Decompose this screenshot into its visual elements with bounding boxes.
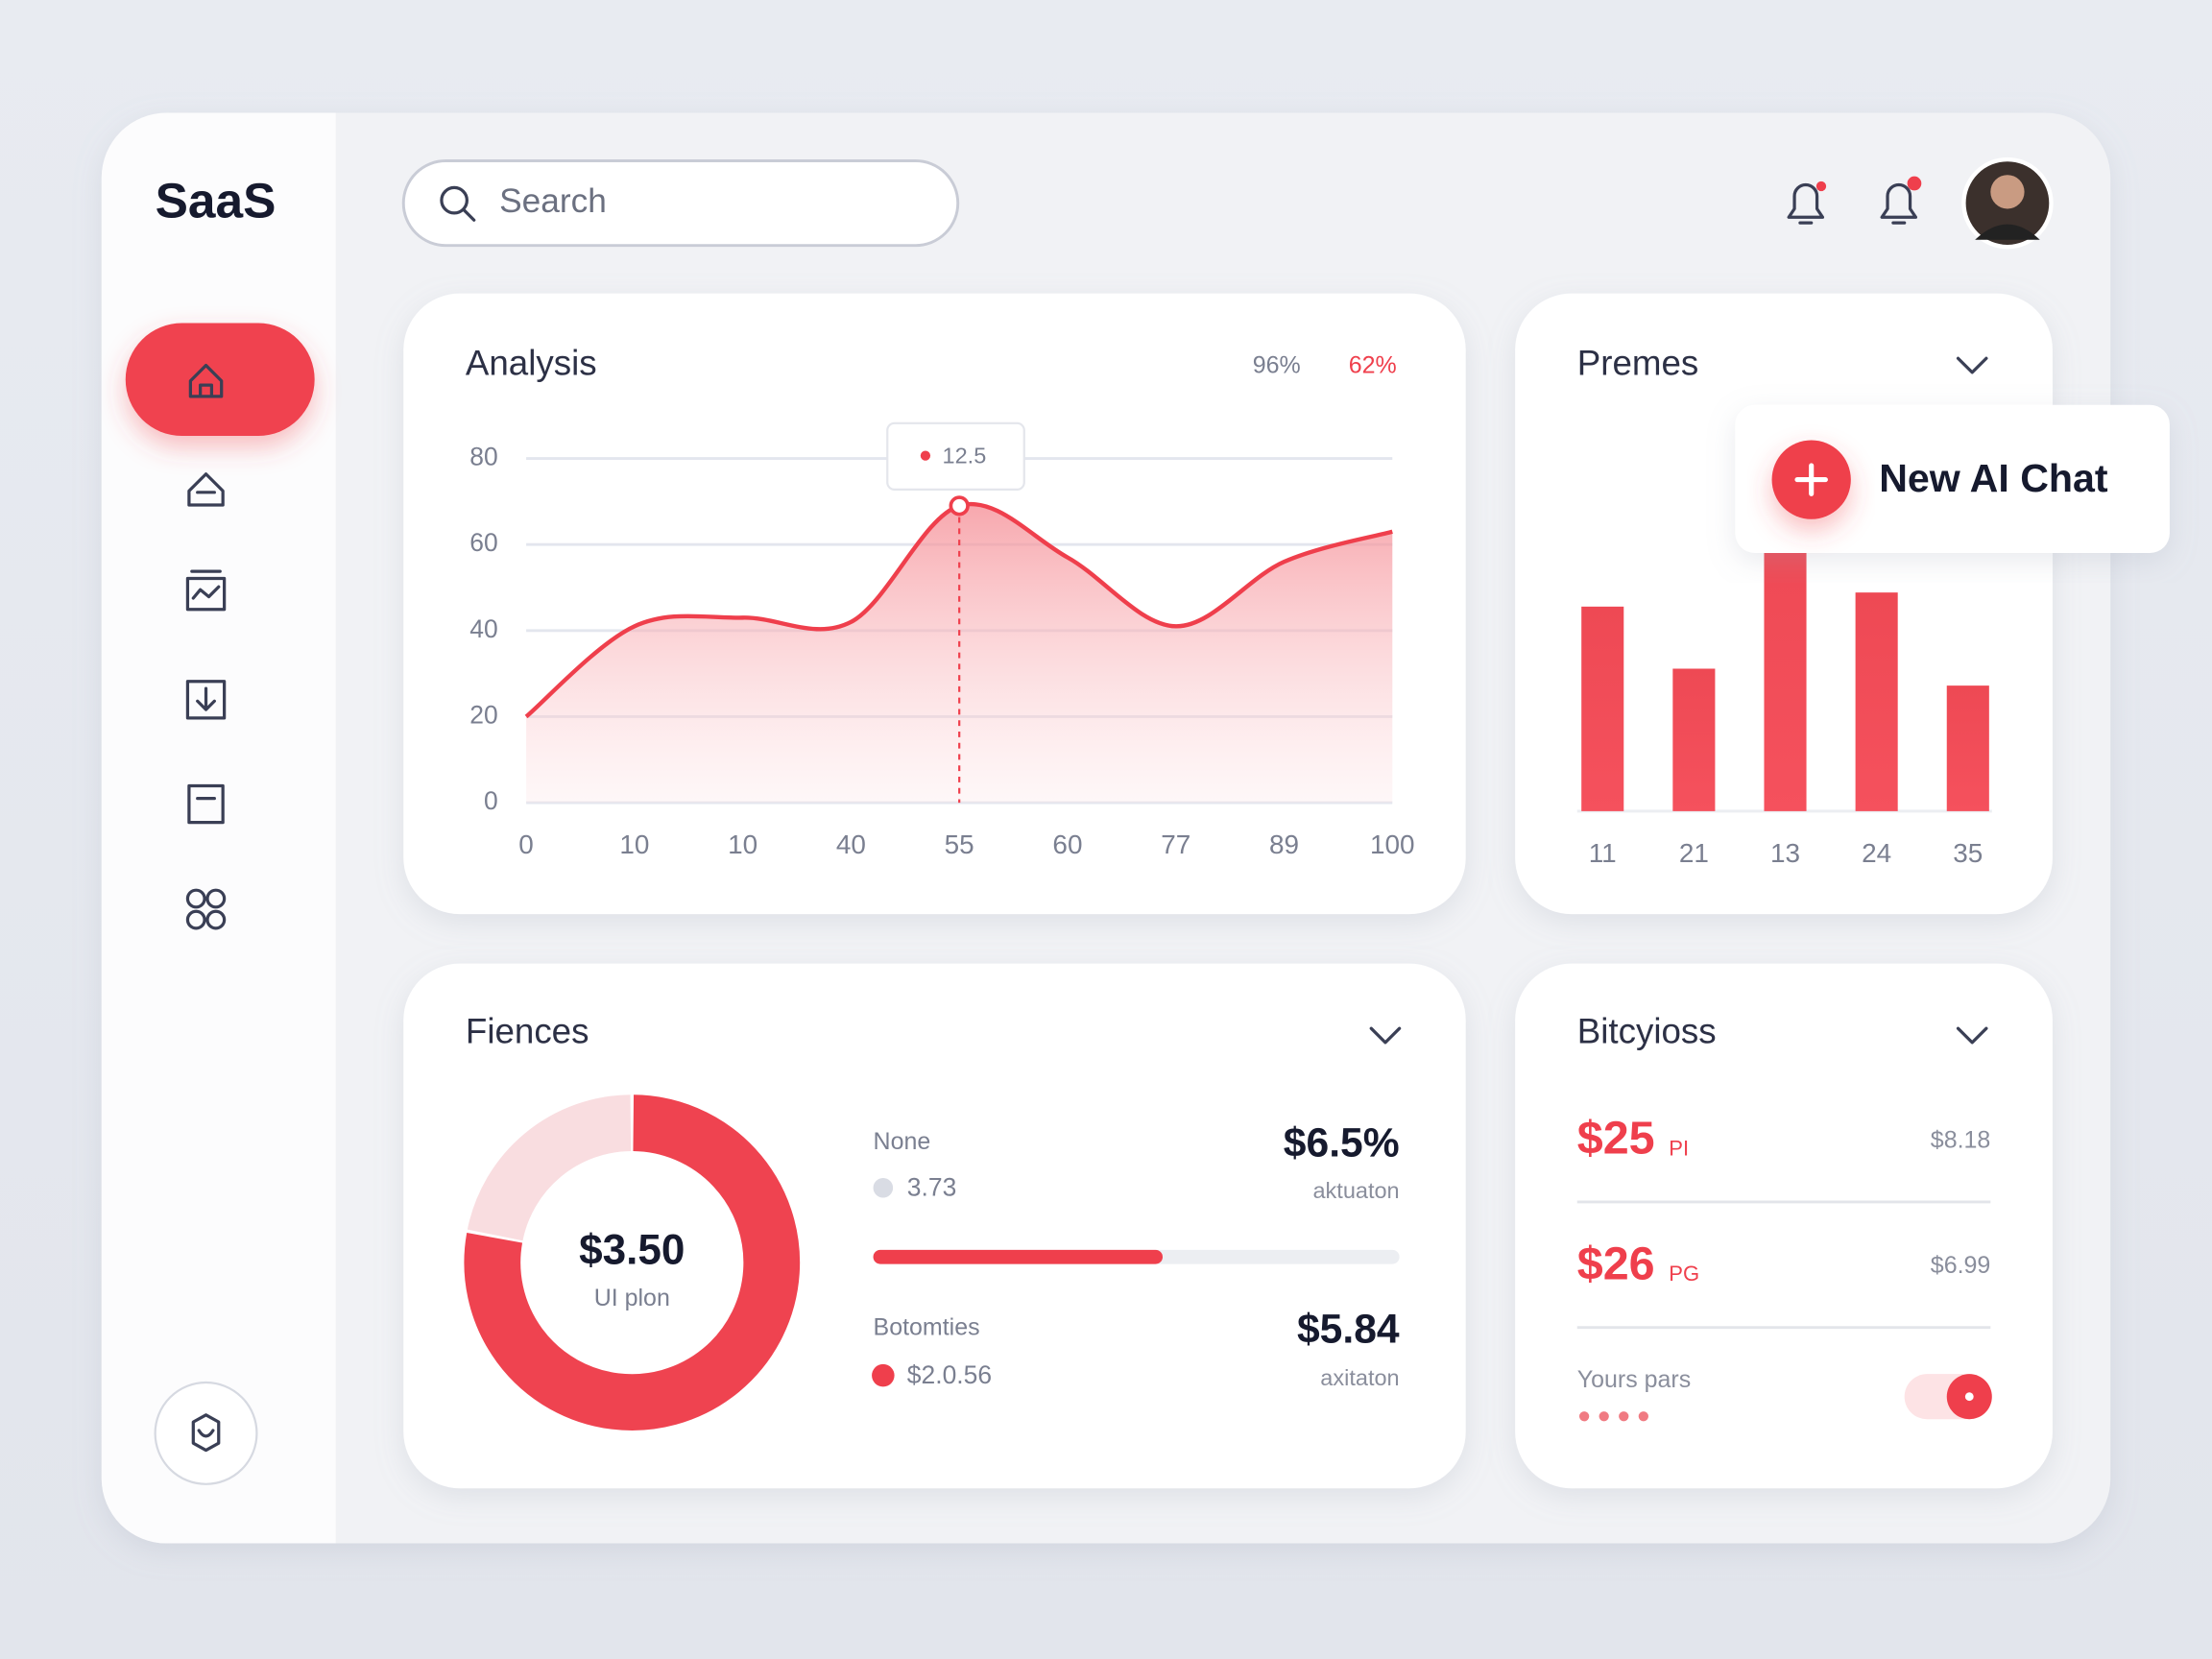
detail-note: aktuaton: [1312, 1178, 1399, 1203]
search-placeholder: Search: [499, 182, 607, 220]
legend-dot: [872, 1363, 895, 1387]
x-tick-label: 24: [1862, 838, 1891, 868]
home-icon: [188, 363, 224, 398]
row-unit: PI: [1669, 1136, 1689, 1160]
legend-dot: [873, 1177, 894, 1198]
row-unit: PG: [1669, 1262, 1699, 1286]
toggle-knob-dot: [1964, 1392, 1974, 1402]
notification-bell[interactable]: [1787, 182, 1825, 225]
x-tick-label: 35: [1953, 838, 1983, 868]
x-tick-label: 77: [1161, 830, 1190, 859]
nav-icon[interactable]: [185, 680, 227, 720]
settings-button[interactable]: [154, 1381, 258, 1485]
y-tick-label: 40: [469, 614, 497, 643]
dots: [1578, 1411, 1648, 1422]
nav-icon[interactable]: [187, 783, 225, 825]
detail-label: Botomties: [874, 1314, 980, 1341]
y-tick-label: 80: [469, 443, 497, 471]
tooltip: [886, 421, 1025, 491]
dropdown-icon[interactable]: [1369, 1026, 1402, 1045]
x-tick-label: 11: [1589, 838, 1617, 868]
x-tick-label: 60: [1052, 830, 1082, 859]
nav-icon[interactable]: [185, 569, 227, 612]
notification-bell[interactable]: [1880, 182, 1918, 225]
card-title: Bitcyioss: [1577, 1012, 1717, 1051]
tooltip-dot: [920, 450, 931, 461]
y-tick-label: 20: [469, 700, 497, 729]
y-tick-label: 60: [469, 528, 497, 557]
progress-fill: [873, 1249, 1163, 1264]
search-box[interactable]: [401, 159, 960, 248]
stat: 62%: [1349, 352, 1397, 379]
stat: 96%: [1253, 352, 1301, 379]
card-title: Fiences: [466, 1012, 589, 1051]
settings-icon: [191, 1413, 221, 1453]
x-tick-label: 100: [1370, 830, 1415, 859]
y-tick-label: 0: [484, 786, 498, 815]
donut-segment: [467, 1094, 632, 1242]
card-title: Premes: [1577, 343, 1699, 382]
x-tick-label: 10: [728, 830, 757, 859]
bar: [1764, 536, 1807, 811]
detail-amount: $6.5%: [1284, 1119, 1400, 1166]
sidebar: [101, 112, 336, 1544]
bitcyioss-card: [1515, 963, 2053, 1489]
bar-chart: 11 21 13 24 35: [1576, 536, 1992, 868]
search-icon: [440, 185, 469, 215]
x-tick-label: 55: [945, 830, 974, 859]
notification-dot: [1907, 176, 1922, 191]
dropdown-icon[interactable]: [1956, 1026, 1988, 1045]
detail-amount: $5.84: [1297, 1306, 1400, 1352]
plus-icon: [1794, 463, 1828, 496]
dropdown-icon[interactable]: [1956, 356, 1988, 374]
line-chart: 0 20 40 60 80 0 10 10 40 55 60 77 89 100 12.5: [469, 421, 1415, 859]
fiences-card: [403, 963, 1466, 1489]
bar: [1581, 606, 1624, 811]
row-amount: $26: [1577, 1238, 1655, 1289]
nav-icon[interactable]: [185, 888, 227, 930]
x-tick-label: 0: [518, 830, 534, 859]
row-amount: $25: [1577, 1113, 1655, 1165]
x-tick-label: 40: [836, 830, 866, 859]
detail-sub: $2.0.56: [907, 1360, 992, 1389]
detail-label: None: [874, 1128, 931, 1155]
x-tick-label: 21: [1679, 838, 1709, 868]
detail-note: axitaton: [1320, 1365, 1399, 1390]
new-chat-popup[interactable]: [1735, 404, 2170, 553]
card-title: Analysis: [466, 343, 597, 382]
avatar-face: [1990, 175, 2025, 209]
donut-segment: [464, 1094, 801, 1431]
donut-center-label: UI plon: [594, 1285, 670, 1311]
search-icon: [462, 208, 476, 222]
donut-chart: [464, 1094, 801, 1431]
x-tick-label: 89: [1269, 830, 1299, 859]
popup-label: New AI Chat: [1879, 456, 2108, 500]
bar: [1946, 685, 1989, 811]
tooltip-text: 12.5: [943, 443, 987, 468]
logo: SaaS: [156, 173, 276, 228]
row-side: $6.99: [1931, 1252, 1990, 1279]
notification-dot: [1815, 180, 1827, 192]
nav-icon[interactable]: [187, 472, 225, 507]
donut-center-value: $3.50: [579, 1226, 685, 1273]
toggle-label: Yours pars: [1577, 1366, 1691, 1393]
bar: [1855, 592, 1898, 811]
highlight-point: [949, 495, 970, 517]
avatar-body: [1975, 224, 2040, 240]
bar: [1672, 668, 1716, 811]
x-tick-label: 10: [619, 830, 649, 859]
x-tick-label: 13: [1770, 838, 1800, 868]
row-side: $8.18: [1931, 1126, 1990, 1153]
detail-sub: 3.73: [907, 1173, 956, 1202]
